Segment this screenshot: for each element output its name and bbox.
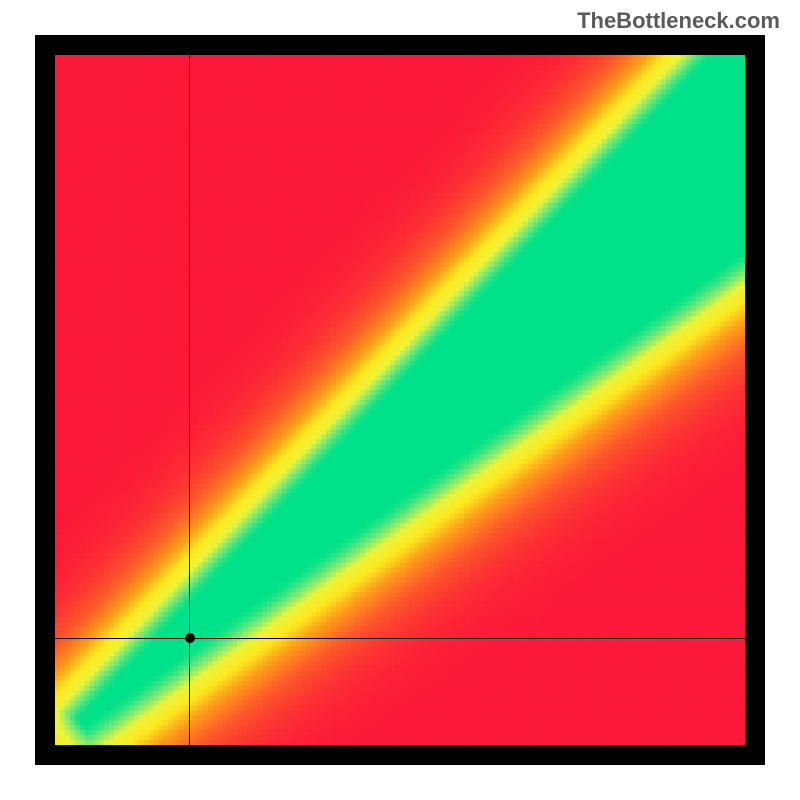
crosshair-marker: [185, 633, 195, 643]
heatmap-canvas: [55, 55, 745, 745]
crosshair-horizontal: [55, 638, 745, 639]
heatmap-plot: [55, 55, 745, 745]
chart-frame: [35, 35, 765, 765]
watermark-text: TheBottleneck.com: [577, 8, 780, 34]
